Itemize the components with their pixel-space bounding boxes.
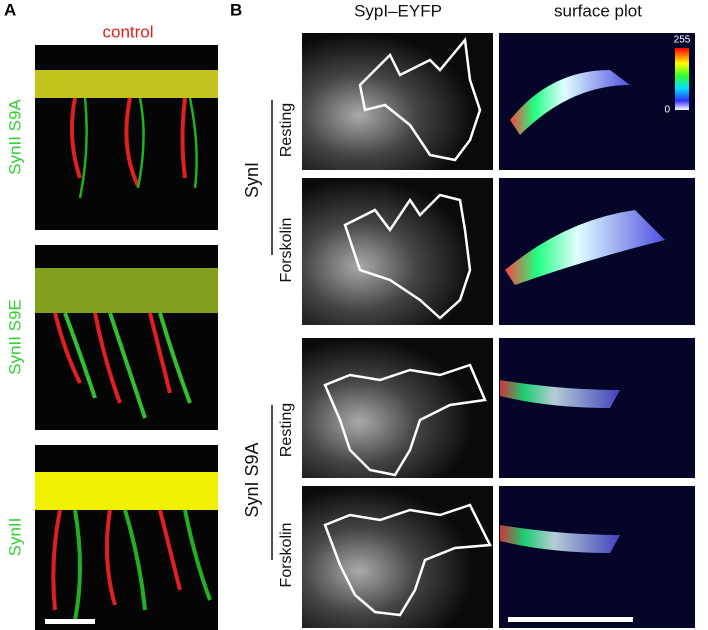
micrograph <box>302 33 493 628</box>
condition-label: Forskolin <box>278 523 295 588</box>
column-header: SypI–EYFP <box>354 1 442 20</box>
panel-label: B <box>230 0 242 19</box>
row-label: SynII S9E <box>5 299 24 375</box>
surface-plot <box>499 33 695 628</box>
condition-label: Forskolin <box>278 218 295 283</box>
micrograph <box>35 445 218 630</box>
row-label: SynII S9A <box>5 99 24 175</box>
row-label: SynII <box>5 518 24 557</box>
group-label: SynI <box>242 162 262 198</box>
micrograph <box>35 245 218 430</box>
condition-label: Resting <box>278 103 295 157</box>
condition-label: Resting <box>278 403 295 457</box>
panel-label: A <box>4 0 16 19</box>
panel-title: control <box>102 22 153 41</box>
group-label: SynI S9A <box>242 442 262 517</box>
micrograph <box>35 45 218 230</box>
colorbar-min: 0 <box>664 105 670 116</box>
column-header: surface plot <box>554 1 642 20</box>
colorbar-max: 255 <box>674 35 691 46</box>
